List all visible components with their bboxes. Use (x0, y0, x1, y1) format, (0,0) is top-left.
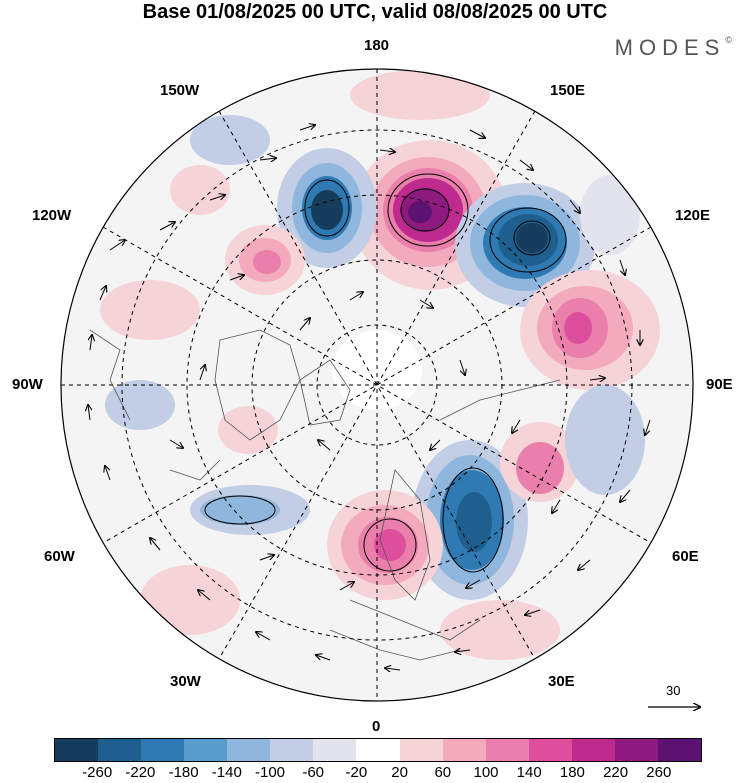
map-boundary (60, 68, 694, 702)
colorbar-swatch (571, 739, 615, 761)
colorbar-swatch (313, 739, 357, 761)
page-title: Base 01/08/2025 00 UTC, valid 08/08/2025… (142, 1, 608, 23)
lon-label-30w: 30W (170, 673, 201, 690)
colorbar-tick-label: -220 (125, 764, 156, 781)
colorbar-tick-label: -140 (211, 764, 242, 781)
lon-label-0: 0 (372, 718, 381, 735)
colorbar-swatch (657, 739, 701, 761)
colorbar-swatch (614, 739, 658, 761)
lon-label-150w: 150W (160, 82, 200, 99)
lon-label-120w: 120W (32, 207, 72, 224)
colorbar-tick-label: 140 (516, 764, 542, 781)
coastlines (89, 329, 561, 661)
colorbar-tick-label: 180 (559, 764, 585, 781)
colorbar-tick-label: 260 (646, 764, 672, 781)
colorbar-swatch (98, 739, 142, 761)
contour-lines (204, 173, 567, 573)
colorbar-swatch (227, 739, 271, 761)
colorbar-swatch (356, 739, 400, 761)
brand-text: MODES (614, 35, 726, 60)
colorbar-swatch (442, 739, 486, 761)
map-disk (61, 69, 693, 701)
colorbar-tick-label: 60 (434, 764, 452, 781)
colorbar-swatch (270, 739, 314, 761)
graticule (61, 69, 693, 701)
colorbar-tick-label: -100 (254, 764, 286, 781)
colorbar-tick-label: -20 (345, 764, 368, 781)
colorbar-tick-label: 220 (603, 764, 629, 781)
brand-logo: MODES© (615, 35, 732, 61)
lon-label-180: 180 (364, 37, 390, 54)
colorbar-swatch (399, 739, 443, 761)
lon-label-30e: 30E (548, 673, 575, 690)
lon-label-60w: 60W (44, 548, 75, 565)
colorbar-tick-label: -260 (82, 764, 113, 781)
wind-vectors (88, 125, 651, 670)
colorbar-swatch (55, 739, 99, 761)
brand-mark: © (725, 35, 732, 45)
lon-label-120e: 120E (675, 207, 711, 224)
colorbar-tick-label: 20 (391, 764, 408, 781)
reference-wind-label: 30 (666, 683, 681, 698)
lon-label-150e: 150E (550, 82, 586, 99)
colorbar (54, 738, 702, 762)
colorbar-swatch (485, 739, 529, 761)
lon-label-90e: 90E (706, 376, 733, 393)
colorbar-tick-label: -180 (168, 764, 199, 781)
lon-label-90w: 90W (12, 376, 43, 393)
lon-label-60e: 60E (672, 548, 699, 565)
colorbar-tick-label: -60 (302, 764, 325, 781)
colorbar-swatch (528, 739, 572, 761)
colorbar-swatch (141, 739, 185, 761)
colorbar-tick-label: 100 (473, 764, 499, 781)
colorbar-swatch (184, 739, 228, 761)
